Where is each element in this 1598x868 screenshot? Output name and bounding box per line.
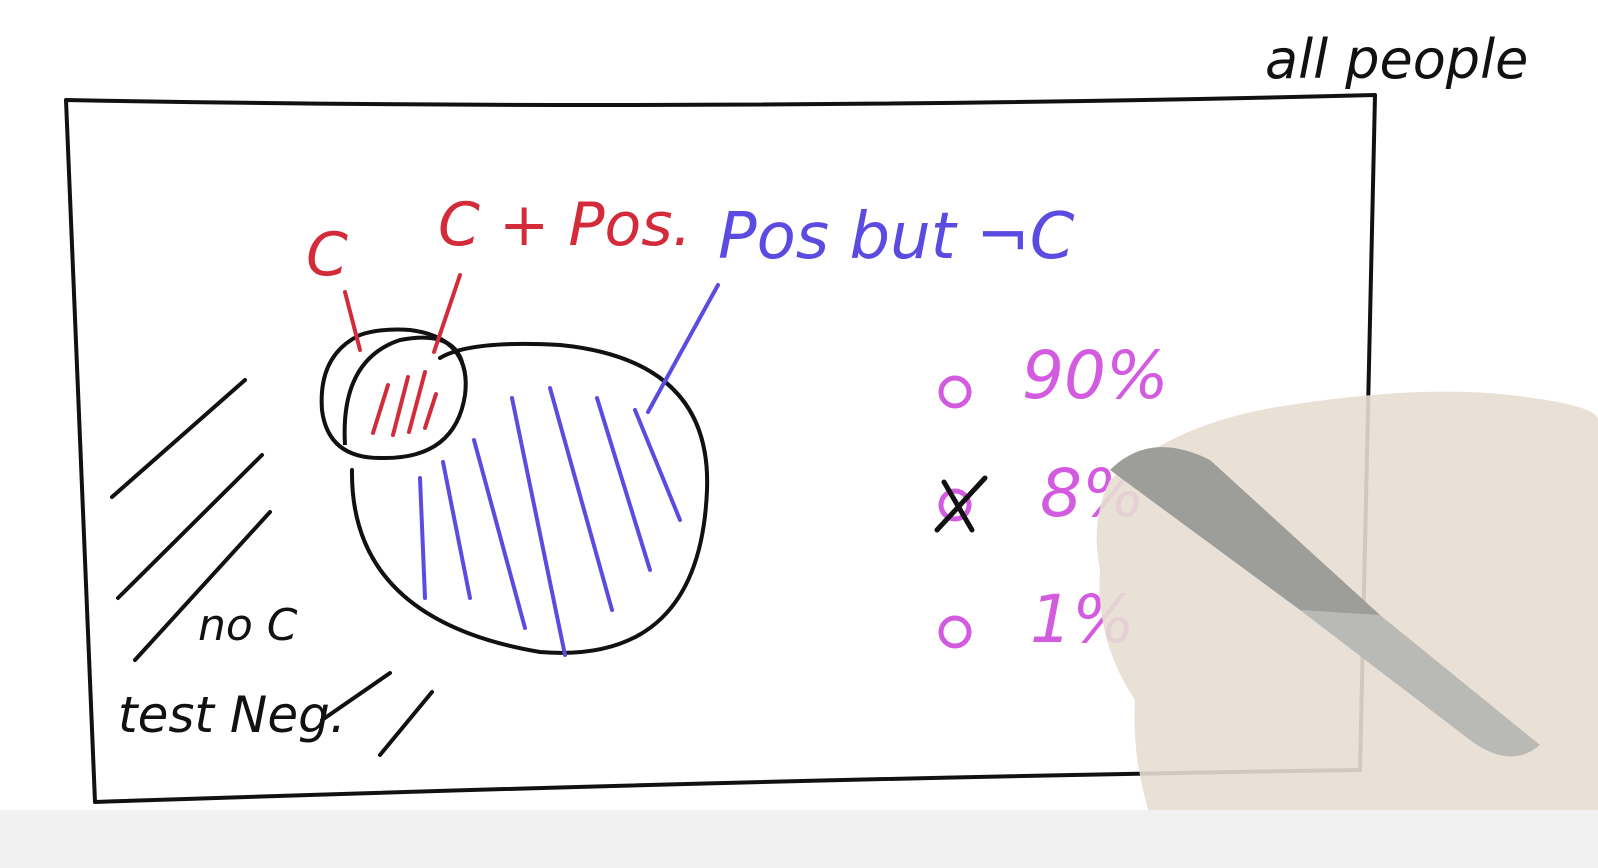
positive-test-hatching: [420, 388, 680, 655]
quiz-option-label: 90%: [1022, 337, 1169, 414]
cancer-label: C: [306, 220, 348, 290]
positive-not-cancer-label: Pos but ¬C: [718, 200, 1075, 274]
cancer-positive-pointer: [434, 275, 460, 352]
no-c-label: no C: [198, 600, 298, 651]
bottom-shade: [0, 810, 1598, 868]
quiz-option-90[interactable]: 90%: [941, 337, 1169, 414]
radio-circle[interactable]: [941, 378, 969, 406]
cancer-positive-label: C + Pos.: [438, 190, 692, 260]
population-label: all people: [1265, 28, 1528, 91]
cancer-positive-hatching: [373, 372, 436, 435]
positive-not-cancer-pointer: [648, 285, 718, 412]
radio-circle[interactable]: [941, 618, 969, 646]
presenter-hand: [1097, 392, 1598, 868]
selected-cross-icon: [937, 478, 985, 530]
test-neg-label: test Neg.: [118, 686, 346, 744]
